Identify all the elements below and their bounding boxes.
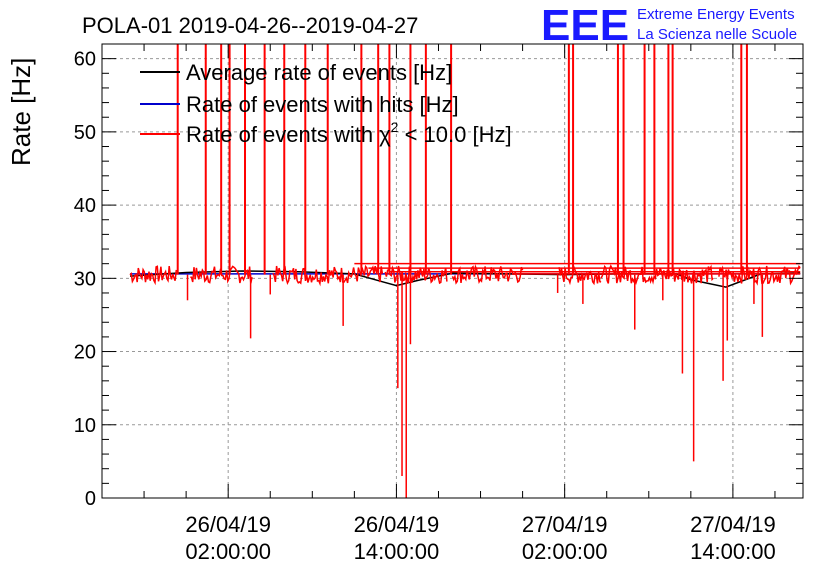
plot-area — [129, 44, 801, 498]
eee-logo: EEE Extreme Energy Events La Scienza nel… — [541, 1, 797, 50]
legend-average: Average rate of events [Hz] — [186, 60, 452, 85]
x-tick-date: 27/04/19 — [690, 512, 776, 537]
y-tick-label: 50 — [74, 122, 96, 144]
y-tick-label: 40 — [74, 195, 96, 217]
y-tick-label: 30 — [74, 268, 96, 290]
series-chi2-noise — [129, 265, 178, 286]
series-chi2-noise — [272, 264, 384, 287]
x-tick-time: 02:00:00 — [185, 539, 271, 564]
series-chi2-noise — [558, 263, 602, 286]
series-average-line — [129, 270, 801, 288]
axes: 010203040506026/04/1902:00:0026/04/1914:… — [74, 43, 803, 564]
legend-chi2: Rate of events with χ2 < 10.0 [Hz] — [186, 119, 512, 147]
legend-hits: Rate of events with hits [Hz] — [186, 92, 459, 117]
legend: Average rate of events [Hz] Rate of even… — [140, 60, 512, 147]
x-tick-date: 27/04/19 — [522, 512, 608, 537]
y-tick-label: 20 — [74, 342, 96, 364]
grid-lines — [102, 44, 803, 498]
y-tick-label: 0 — [85, 488, 96, 510]
y-tick-label: 10 — [74, 415, 96, 437]
x-tick-date: 26/04/19 — [354, 512, 440, 537]
series-chi2-noise — [451, 264, 524, 285]
eee-logo-line2: La Scienza nelle Scuole — [637, 26, 797, 43]
chart-title: POLA-01 2019-04-26--2019-04-27 — [82, 13, 418, 38]
plot-frame — [101, 43, 804, 499]
x-tick-time: 02:00:00 — [522, 539, 608, 564]
y-axis-label: Rate [Hz] — [6, 58, 36, 166]
eee-logo-line1: Extreme Energy Events — [637, 6, 795, 23]
eee-logo-text: EEE — [541, 1, 629, 50]
x-tick-date: 26/04/19 — [185, 512, 271, 537]
y-tick-label: 60 — [74, 49, 96, 71]
x-tick-time: 14:00:00 — [690, 539, 776, 564]
series-chi2-noise — [384, 265, 448, 285]
x-tick-time: 14:00:00 — [354, 539, 440, 564]
